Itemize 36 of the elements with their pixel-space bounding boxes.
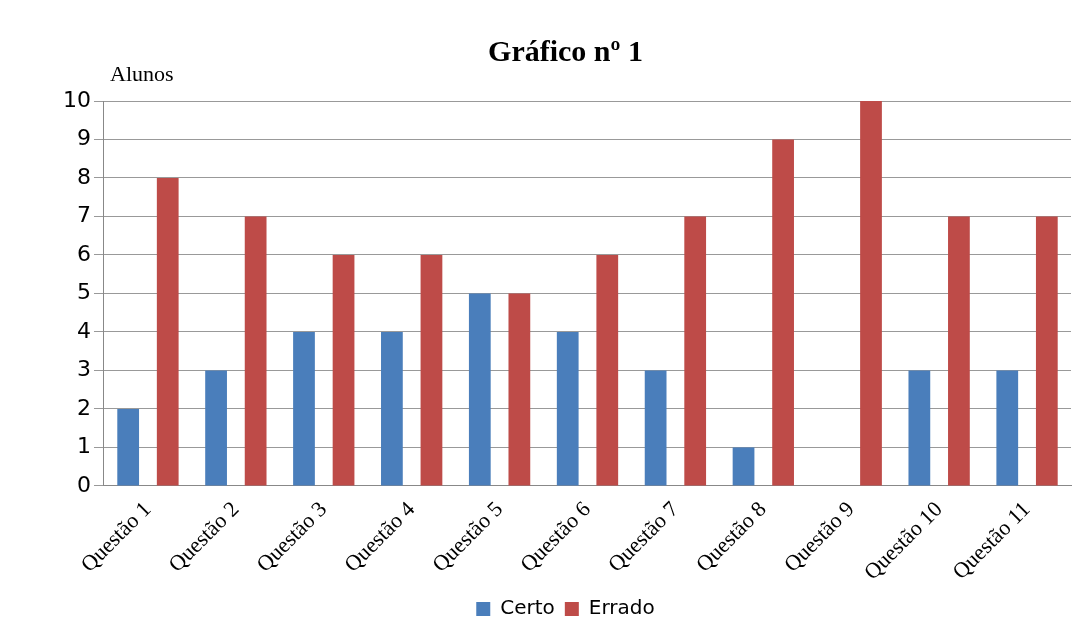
y-tick-label: 3 xyxy=(76,356,91,382)
y-axis-title: Alunos xyxy=(110,60,174,86)
bar xyxy=(684,216,707,486)
y-tick-label: 7 xyxy=(76,202,91,228)
bar xyxy=(596,254,619,486)
y-tick-label: 10 xyxy=(62,86,91,112)
bar xyxy=(205,370,227,486)
bar xyxy=(1035,216,1058,486)
y-tick-label: 9 xyxy=(76,125,91,151)
chart-title: Gráfico nº 1 xyxy=(488,33,643,67)
bar xyxy=(117,408,140,486)
y-tick-label: 0 xyxy=(76,471,91,497)
y-tick-label: 6 xyxy=(76,240,91,266)
bar xyxy=(381,331,403,486)
legend-label: Certo xyxy=(500,595,555,620)
bar xyxy=(948,216,970,486)
bar xyxy=(996,370,1019,486)
bar xyxy=(332,254,355,486)
y-tick-label: 4 xyxy=(76,317,91,343)
bar xyxy=(293,331,315,486)
y-tick-label: 2 xyxy=(76,394,91,420)
bar xyxy=(860,101,882,486)
bar xyxy=(156,177,179,486)
bar xyxy=(644,370,667,486)
y-tick-label: 1 xyxy=(76,433,91,459)
bar xyxy=(244,216,267,486)
bar xyxy=(468,293,491,486)
y-tick-label: 8 xyxy=(76,163,91,189)
bar xyxy=(556,331,579,486)
bar xyxy=(772,139,794,486)
bar xyxy=(908,370,931,486)
legend-label: Errado xyxy=(588,595,655,620)
bar xyxy=(508,293,531,486)
bar xyxy=(420,254,443,486)
y-tick-label: 5 xyxy=(76,279,91,305)
bar xyxy=(732,447,755,486)
